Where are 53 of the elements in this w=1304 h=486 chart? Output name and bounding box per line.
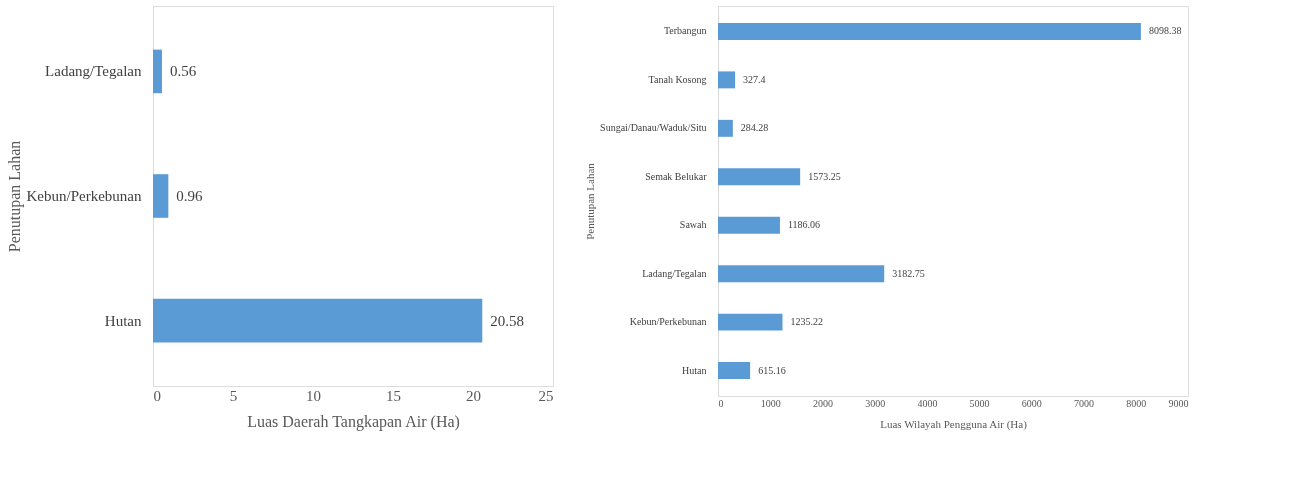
bar — [718, 71, 736, 89]
data-label: 8098.38 — [1148, 25, 1182, 37]
y-axis-title: Penutupan Lahan — [584, 162, 597, 240]
y-tick-label: Hutan — [682, 364, 707, 376]
x-tick-label: 25 — [538, 387, 554, 404]
bar — [153, 174, 169, 218]
bar — [718, 168, 801, 186]
bar — [718, 265, 885, 283]
x-tick-label: 8000 — [1126, 397, 1147, 409]
y-tick-label: Semak Belukar — [645, 170, 708, 182]
x-tick-label: 3000 — [865, 397, 886, 409]
x-tick-label: 7000 — [1074, 397, 1095, 409]
bar — [718, 119, 733, 137]
data-label: 1235.22 — [790, 316, 824, 328]
y-tick-label: Ladang/Tegalan — [642, 267, 707, 279]
data-label: 0.56 — [169, 63, 197, 80]
data-label: 1573.25 — [808, 170, 841, 182]
x-tick-label: 0 — [153, 387, 161, 404]
x-axis-title: Luas Daerah Tangkapan Air (Ha) — [247, 412, 460, 431]
data-label: 1186.06 — [787, 219, 821, 231]
data-label: 20.58 — [490, 312, 525, 329]
x-tick-label: 15 — [386, 387, 401, 404]
x-axis-title: Luas Wilayah Pengguna Air (Ha) — [880, 417, 1028, 431]
x-tick-label: 1000 — [760, 397, 781, 409]
y-tick-label: Terbangun — [663, 25, 707, 37]
bar — [718, 22, 1141, 40]
x-tick-label: 5 — [229, 387, 238, 404]
data-label: 3182.75 — [892, 267, 925, 279]
data-label: 327.4 — [743, 73, 766, 85]
x-tick-label: 20 — [466, 387, 481, 404]
bar — [718, 313, 783, 331]
bar — [718, 216, 780, 234]
x-tick-label: 9000 — [1168, 397, 1189, 409]
bar — [153, 49, 162, 94]
x-tick-label: 2000 — [812, 397, 833, 409]
bar — [718, 362, 751, 380]
bar — [153, 298, 483, 343]
data-label: 0.96 — [176, 188, 204, 204]
y-tick-label: Kebun/Perkebunan — [26, 188, 142, 204]
data-label: 615.16 — [758, 364, 786, 376]
y-axis-title: Penutupan Lahan — [5, 140, 24, 253]
x-tick-label: 5000 — [969, 397, 990, 409]
x-tick-label: 6000 — [1021, 397, 1042, 409]
y-tick-label: Kebun/Perkebunan — [629, 316, 707, 328]
y-tick-label: Sawah — [679, 219, 707, 231]
x-tick-label: 10 — [306, 387, 321, 404]
data-label: 284.28 — [740, 122, 769, 134]
y-tick-label: Hutan — [104, 312, 142, 329]
x-tick-label: 0 — [718, 397, 724, 409]
y-tick-label: Sungai/Danau/Waduk/Situ — [600, 122, 707, 134]
y-tick-label: Ladang/Tegalan — [45, 63, 142, 80]
x-tick-label: 4000 — [917, 397, 938, 409]
y-tick-label: Tanah Kosong — [648, 73, 707, 85]
